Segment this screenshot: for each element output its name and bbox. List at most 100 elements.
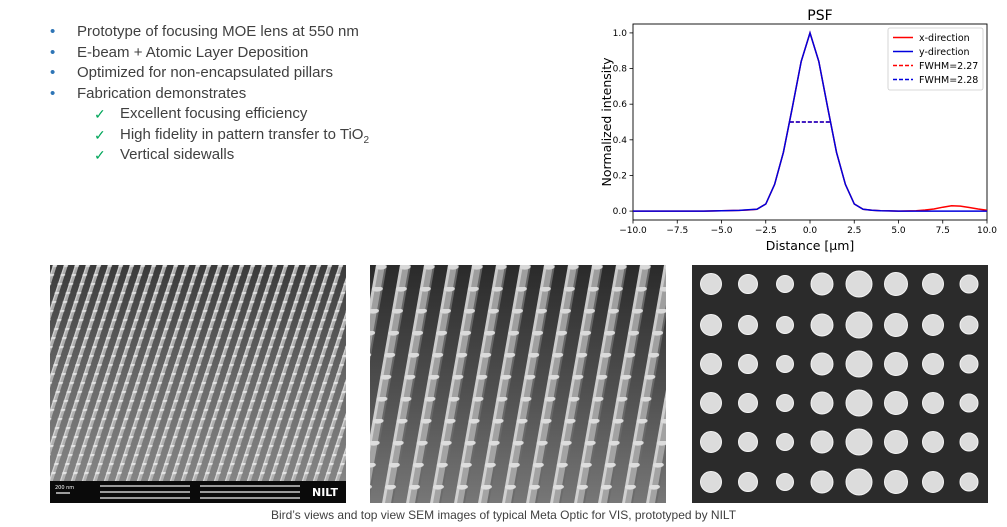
sem-pillar-dot xyxy=(884,313,908,337)
series-line-y-direction xyxy=(633,30,987,212)
sem-pillar-dot xyxy=(922,471,944,493)
bullet-marker: • xyxy=(50,84,56,102)
check-item: ✓ High fidelity in pattern transfer to T… xyxy=(48,125,568,146)
bullet-marker: • xyxy=(50,43,56,61)
bullet-marker: • xyxy=(50,23,56,40)
sem-pillar-dot xyxy=(845,468,873,496)
sem-pillar-dot xyxy=(810,430,834,454)
sem-pillar-dot xyxy=(959,393,979,413)
sem-pillar-dot xyxy=(845,350,873,378)
sem-pillar-dot xyxy=(776,473,794,491)
sem-pillar-dot xyxy=(700,353,722,375)
sem-pillar-dot xyxy=(700,273,722,295)
figure-caption: Bird’s views and top view SEM images of … xyxy=(270,508,737,522)
sem-pillar-dot xyxy=(738,472,758,492)
sem-pillar-dot xyxy=(884,272,908,296)
sem-pillar-dot xyxy=(700,314,722,336)
sem-pillar-dot xyxy=(776,316,794,334)
sem-pillar-dot xyxy=(738,393,758,413)
legend-label-fwhm-y: FWHM=2.28 xyxy=(919,75,978,86)
psf-chart: PSF −10.0 −7.5 −5.0 −2.5 0.0 2.5 5.0 7.5 10.0 0.0… xyxy=(599,8,997,253)
sem-scale-bar-label: 200 nm xyxy=(55,485,74,491)
sem-pillar-dot xyxy=(845,311,873,339)
subscript: 2 xyxy=(363,134,370,146)
legend-label-fwhm-x: FWHM=2.27 xyxy=(919,61,978,72)
bullet-item: • Prototype of focusing MOE lens at 550 … xyxy=(48,22,568,43)
sem-pillar-dot xyxy=(810,313,834,337)
sem-pillar-dot xyxy=(810,391,834,415)
check-item: ✓ Vertical sidewalls xyxy=(48,145,568,166)
sem-pillar-dot xyxy=(959,315,979,335)
sem-pillar-dot xyxy=(959,354,979,374)
bullet-marker: • xyxy=(50,64,56,81)
sem-pillar-dot xyxy=(884,470,908,494)
sem-image-birdview-1: 200 nm NILT xyxy=(50,265,346,503)
sem-pillar-dot xyxy=(776,433,794,451)
sem-pillar-dot xyxy=(959,432,979,452)
sem-pillar-dot xyxy=(845,389,873,417)
x-axis-label: Distance [μm] xyxy=(766,238,855,253)
sem-pillar-dot xyxy=(959,274,979,294)
sem-pillar-dot xyxy=(810,352,834,376)
sem-pillar-dot xyxy=(922,314,944,336)
bullet-text: Fabrication demonstrates xyxy=(77,84,247,102)
y-tick-label: 1.0 xyxy=(613,29,628,39)
bullet-text: E-beam + Atomic Layer Deposition xyxy=(77,43,309,61)
chart-title: PSF xyxy=(807,8,832,24)
legend-box xyxy=(887,27,984,91)
x-tick-label: 0.0 xyxy=(803,226,818,236)
y-tick-label: 0.6 xyxy=(613,100,628,110)
legend: x-direction y-direction FWHM=2.27 FWHM=2… xyxy=(887,27,984,91)
sem-pillar-dot xyxy=(922,353,944,375)
sem-brand-logo: NILT xyxy=(312,486,338,499)
x-tick-label: 2.5 xyxy=(847,226,861,236)
x-tick-label: 10.0 xyxy=(977,226,997,236)
bullet-text: Optimized for non-encapsulated pillars xyxy=(77,64,333,81)
sem-pillar-dot xyxy=(922,273,944,295)
y-tick-label: 0.4 xyxy=(613,136,628,146)
check-item: ✓ Excellent focusing efficiency xyxy=(48,104,568,125)
sem-pillar-dot xyxy=(776,394,794,412)
bullet-item: • Fabrication demonstrates xyxy=(48,84,568,105)
y-tick-label: 0.2 xyxy=(613,171,627,181)
legend-label-y-direction: y-direction xyxy=(919,47,970,58)
bullet-list: • Prototype of focusing MOE lens at 550 … xyxy=(48,22,568,166)
bullet-item: • Optimized for non-encapsulated pillars xyxy=(48,63,568,84)
sem-pillar-dot xyxy=(884,352,908,376)
sem-pillar-dot xyxy=(738,315,758,335)
sem-pillar-dot xyxy=(810,272,834,296)
checkmark-icon: ✓ xyxy=(94,147,106,163)
sem-pillar-dot xyxy=(776,275,794,293)
legend-label-x-direction: x-direction xyxy=(919,33,970,44)
sem-pillar-dot xyxy=(738,354,758,374)
sem-pillar-dot xyxy=(810,470,834,494)
bullet-text: Prototype of focusing MOE lens at 550 nm xyxy=(77,23,359,40)
sem-pillar-dot xyxy=(884,391,908,415)
sem-pillar-dot xyxy=(845,428,873,456)
x-tick-label: 5.0 xyxy=(891,226,906,236)
check-item-text: High fidelity in pattern transfer to TiO xyxy=(120,125,364,143)
sem-pillar-dot xyxy=(845,270,873,298)
sem-pillar-dot xyxy=(700,431,722,453)
x-tick-label: −7.5 xyxy=(666,226,688,236)
x-tick-label: −2.5 xyxy=(755,226,777,236)
sem-pillar-dot xyxy=(700,392,722,414)
sem-pillar-dot xyxy=(738,274,758,294)
sem-image-birdview-2 xyxy=(370,265,666,503)
sem-image-topview xyxy=(692,265,988,503)
check-item-text: Excellent focusing efficiency xyxy=(120,105,308,122)
y-tick-label: 0.8 xyxy=(613,65,628,75)
y-axis-label: Normalized intensity xyxy=(599,57,614,187)
y-tick-label: 0.0 xyxy=(613,207,628,217)
sem-pillar-dot xyxy=(776,355,794,373)
sem-pillar-dot xyxy=(922,392,944,414)
sem-pillar-dot xyxy=(700,471,722,493)
sem-pillar-dot xyxy=(884,430,908,454)
sem-pillar-dot xyxy=(959,472,979,492)
checkmark-icon: ✓ xyxy=(94,126,106,143)
checkmark-icon: ✓ xyxy=(94,106,106,122)
bullet-item: • E-beam + Atomic Layer Deposition xyxy=(48,43,568,64)
x-tick-label: −10.0 xyxy=(619,226,647,236)
sem-pillar-dot xyxy=(738,432,758,452)
x-tick-label: 7.5 xyxy=(936,226,950,236)
